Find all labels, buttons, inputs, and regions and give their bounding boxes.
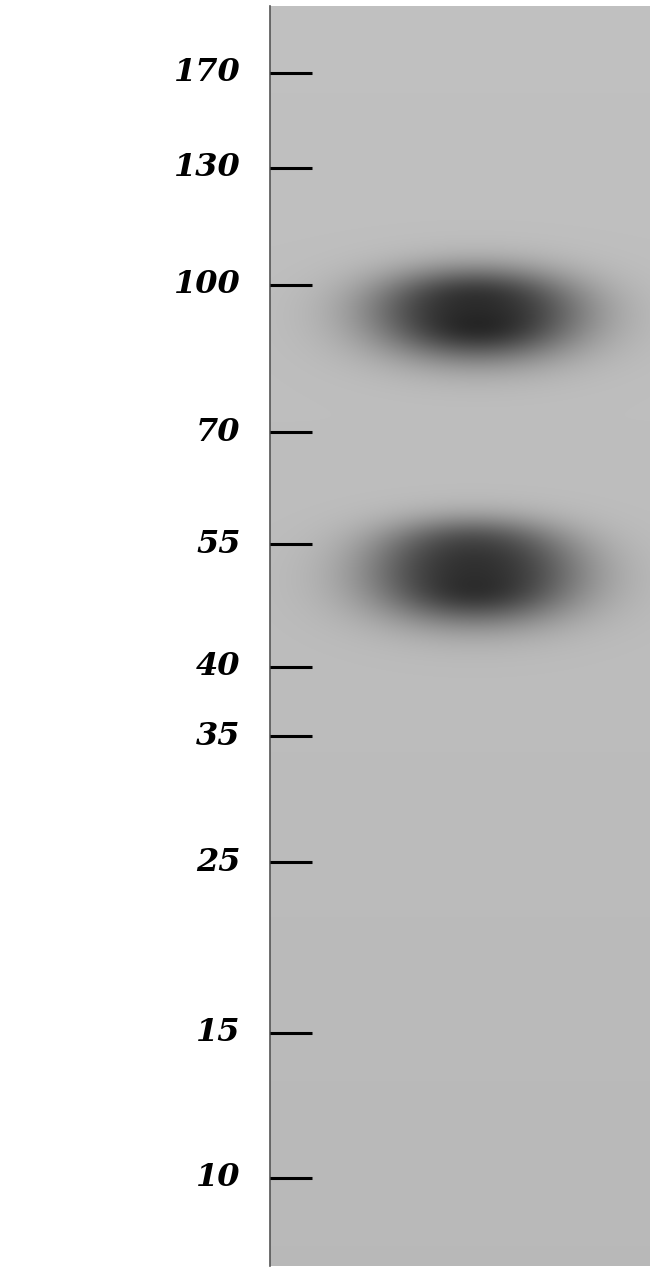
Text: 40: 40	[196, 651, 240, 682]
Text: 70: 70	[196, 417, 240, 448]
Text: 25: 25	[196, 847, 240, 878]
Text: 35: 35	[196, 721, 240, 752]
Text: 100: 100	[174, 270, 240, 300]
Text: 10: 10	[196, 1163, 240, 1193]
Text: 130: 130	[174, 153, 240, 183]
Text: 170: 170	[174, 57, 240, 88]
Text: 15: 15	[196, 1018, 240, 1048]
Text: 55: 55	[196, 529, 240, 560]
